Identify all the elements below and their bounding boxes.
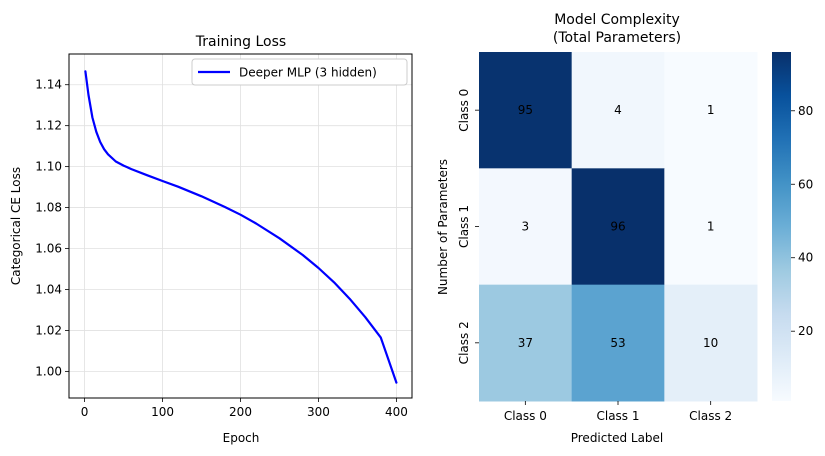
y-tick-label: 1.04: [35, 282, 62, 296]
y-tick-label: 1.08: [35, 201, 62, 215]
heatmap-cell: [571, 168, 665, 286]
legend-box: [191, 58, 408, 86]
heatmap-cell-labels: 95 4 1 3 96 1 37 53 10: [518, 103, 719, 350]
heatmap-y-tick-label: Class 0: [457, 89, 471, 132]
heatmap-cell-value: 37: [518, 336, 533, 350]
heatmap-x-axis-label: Predicted Label: [571, 431, 664, 445]
heatmap-cell-value: 96: [610, 219, 625, 233]
heatmap-x-tick-label: Class 1: [596, 409, 639, 423]
training-loss-title: Training Loss: [195, 34, 286, 50]
colorbar-tick-label: 40: [798, 251, 813, 265]
y-axis-label: Categorical CE Loss: [9, 167, 23, 285]
colorbar-tick-label: 80: [798, 104, 813, 118]
heatmap-cell-value: 3: [522, 219, 530, 233]
x-tick-label: 100: [151, 405, 174, 419]
heatmap-y-tick-label: Class 1: [457, 205, 471, 248]
heatmap-y-ticks: Class 0 Class 1 Class 2: [457, 89, 479, 364]
heatmap-x-ticks: Class 0 Class 1 Class 2: [504, 400, 732, 423]
x-axis-label: Epoch: [223, 431, 260, 445]
heatmap-x-tick-label: Class 0: [504, 409, 547, 423]
heatmap-cell: [664, 168, 758, 286]
heatmap-cell: [571, 52, 665, 169]
y-axis-ticks: 1.00 1.02 1.04 1.06 1.08 1.10 1.12 1.14: [35, 78, 69, 378]
heatmap-cell-value: 10: [703, 336, 718, 350]
heatmap-cell: [479, 52, 573, 169]
heatmap-title-line-1: Model Complexity: [554, 12, 680, 28]
legend-label-deeper-mlp: Deeper MLP (3 hidden): [239, 66, 377, 80]
y-tick-label: 1.12: [35, 119, 62, 133]
heatmap-title-line-2: (Total Parameters): [553, 30, 681, 46]
y-tick-label: 1.06: [35, 242, 62, 256]
y-tick-label: 1.14: [35, 78, 62, 92]
grid-lines: [69, 54, 412, 398]
loss-series-line: [84, 70, 398, 384]
training-loss-chart: Training Loss 0 100 200 300 400 1.00 1.02 1.04…: [9, 34, 413, 445]
heatmap-y-axis-label: Number of Parameters: [436, 159, 450, 295]
heatmap-cell: [479, 284, 573, 402]
y-tick-label: 1.10: [35, 160, 62, 174]
legend: Deeper MLP (3 hidden): [191, 58, 408, 86]
heatmap-y-tick-label: Class 2: [457, 321, 471, 364]
heatmap-cell: [664, 52, 758, 169]
heatmap-cell-value: 4: [614, 103, 622, 117]
x-tick-label: 300: [307, 405, 330, 419]
heatmap-cell-value: 1: [707, 103, 715, 117]
heatmap-cell: [664, 284, 758, 402]
x-axis-ticks: 0 100 200 300 400: [81, 398, 408, 419]
heatmap-cells: [479, 52, 758, 402]
heatmap-x-tick-label: Class 2: [689, 409, 732, 423]
heatmap-cell-value: 53: [610, 336, 625, 350]
colorbar: 20 40 60 80: [772, 52, 813, 401]
colorbar-tick-label: 60: [798, 177, 813, 191]
model-complexity-heatmap: Model Complexity (Total Parameters) 95 4 1…: [436, 12, 813, 445]
heatmap-cell-value: 1: [707, 219, 715, 233]
colorbar-ticks: 20 40 60 80: [791, 104, 813, 338]
y-tick-label: 1.00: [35, 364, 62, 378]
colorbar-tick-label: 20: [798, 324, 813, 338]
x-tick-label: 400: [385, 405, 408, 419]
x-tick-label: 0: [81, 405, 89, 419]
y-tick-label: 1.02: [35, 323, 62, 337]
heatmap-cell: [571, 284, 665, 402]
heatmap-cell: [479, 168, 573, 286]
heatmap-cell-value: 95: [518, 103, 533, 117]
colorbar-gradient: [772, 52, 791, 401]
x-tick-label: 200: [229, 405, 252, 419]
